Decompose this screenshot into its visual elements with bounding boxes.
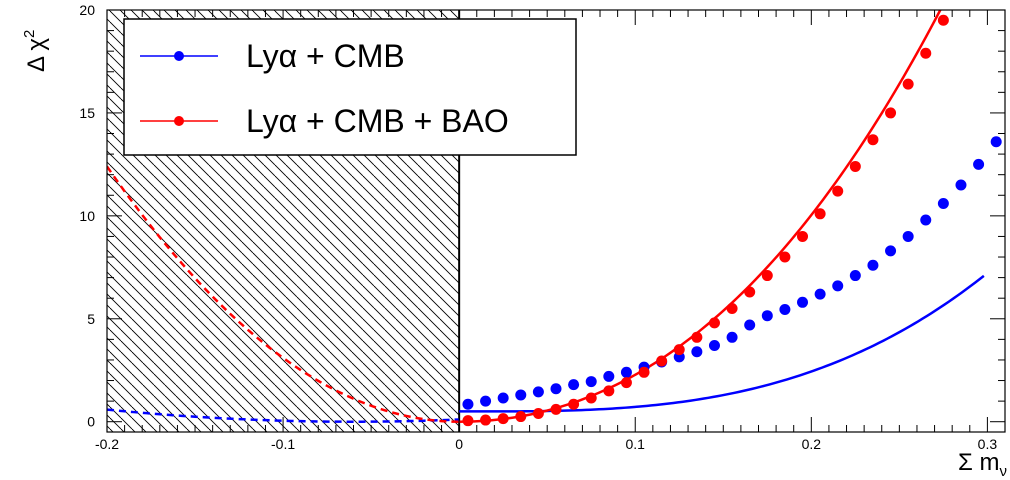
data-point-0 (620, 366, 632, 378)
legend-marker-red (174, 116, 184, 126)
data-point-1 (761, 270, 773, 282)
data-point-1 (620, 377, 632, 389)
data-point-0 (744, 319, 756, 331)
data-point-0 (937, 198, 949, 209)
data-point-1 (937, 14, 949, 26)
x-tick-label: -0.1 (271, 436, 295, 452)
data-point-0 (797, 296, 809, 308)
data-point-0 (761, 310, 773, 322)
y-tick-label: 20 (79, 2, 95, 18)
data-point-1 (603, 385, 615, 397)
data-point-1 (656, 355, 668, 367)
x-tick-label: 0.1 (626, 436, 646, 452)
plot-frame (106, 9, 1006, 433)
data-point-1 (673, 344, 685, 356)
x-tick-label: 0.3 (978, 436, 998, 452)
data-point-0 (814, 288, 826, 300)
data-point-0 (902, 230, 914, 242)
axis-ticks: -0.2 -0.1 0 0.1 0.2 0.3 0 5 10 15 20 (79, 2, 1006, 452)
data-point-1 (779, 251, 791, 263)
data-point-0 (832, 280, 844, 292)
data-point-0 (726, 331, 738, 343)
data-point-0 (462, 398, 474, 410)
data-point-1 (550, 403, 562, 415)
data-point-1 (480, 414, 492, 426)
data-point-1 (797, 230, 809, 242)
data-point-0 (849, 270, 861, 282)
data-point-0 (920, 214, 932, 226)
data-point-1 (708, 317, 720, 329)
legend-label-lya-cmb-bao: Lyα + CMB + BAO (246, 103, 509, 139)
data-point-0 (497, 392, 509, 404)
legend-marker-blue (174, 51, 184, 61)
data-point-1 (814, 208, 826, 220)
x-tick-label: 0 (455, 436, 463, 452)
data-point-1 (867, 134, 879, 146)
data-point-0 (585, 376, 597, 388)
data-points (462, 14, 1002, 427)
x-tick-label: 0.2 (802, 436, 822, 452)
data-point-0 (603, 370, 615, 382)
data-point-0 (515, 389, 527, 401)
data-point-1 (638, 366, 650, 378)
legend-box: Lyα + CMB Lyα + CMB + BAO (123, 18, 577, 156)
data-point-1 (744, 286, 756, 298)
data-point-0 (532, 386, 544, 398)
data-point-1 (691, 331, 703, 343)
data-point-0 (990, 136, 1002, 148)
y-tick-label: 5 (87, 311, 95, 327)
extrapolation-curve-0 (107, 408, 460, 423)
y-tick-label: 15 (79, 105, 95, 121)
data-point-0 (955, 179, 967, 191)
data-point-0 (568, 379, 580, 391)
data-point-1 (832, 185, 844, 197)
x-axis-title: Σ mν (958, 449, 1007, 480)
data-point-1 (849, 160, 861, 172)
x-tick-label: -0.2 (95, 436, 119, 452)
y-tick-label: 10 (79, 208, 95, 224)
data-point-0 (973, 158, 985, 170)
y-axis-title: Δ χ2 (21, 30, 50, 72)
y-tick-label: 0 (87, 414, 95, 430)
data-point-1 (585, 392, 597, 404)
extrapolation-curve-1 (107, 165, 460, 423)
data-point-1 (920, 47, 932, 59)
data-point-1 (885, 107, 897, 119)
data-point-0 (691, 346, 703, 358)
data-point-0 (708, 340, 720, 352)
data-point-1 (902, 78, 914, 90)
data-point-1 (515, 411, 527, 423)
data-point-0 (779, 304, 791, 316)
legend-label-lya-cmb: Lyα + CMB (246, 38, 405, 74)
data-point-1 (497, 413, 509, 425)
data-point-1 (726, 302, 738, 314)
data-point-1 (462, 415, 474, 427)
data-point-0 (550, 383, 562, 395)
data-point-1 (532, 407, 544, 419)
data-point-0 (480, 395, 492, 407)
data-point-0 (885, 245, 897, 257)
data-point-1 (568, 398, 580, 410)
data-point-0 (867, 259, 879, 271)
